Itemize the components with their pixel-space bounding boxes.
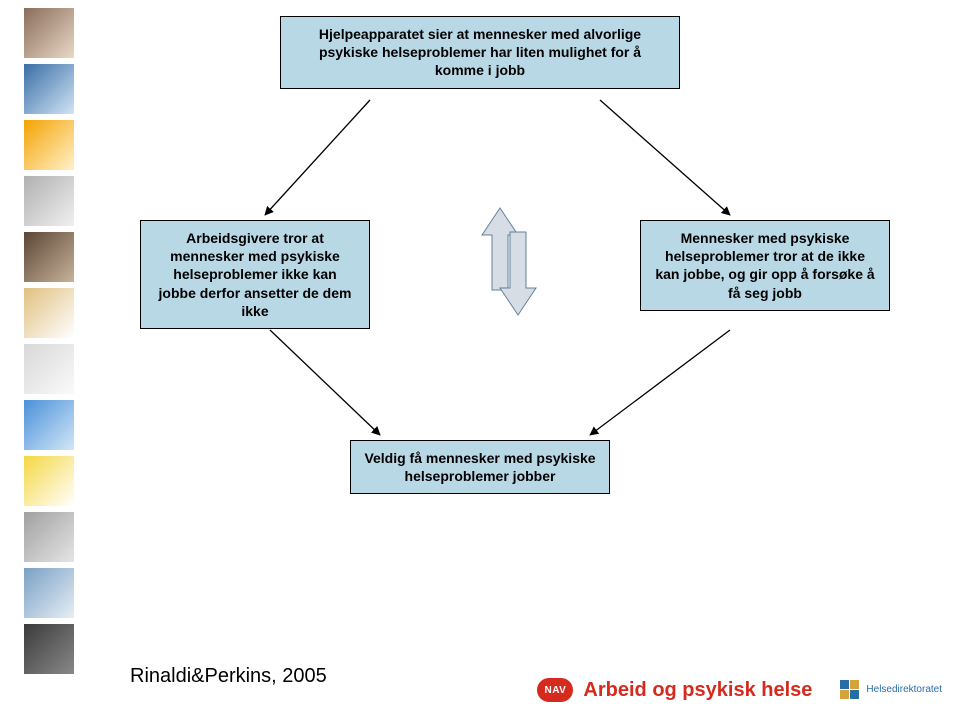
citation-text: Rinaldi&Perkins, 2005 <box>130 665 327 688</box>
nav-logo-icon: NAV <box>537 678 573 702</box>
hdir-logo: Helsedirektoratet <box>840 680 942 700</box>
double-arrow-icon <box>482 208 536 315</box>
box-left: Arbeidsgivere tror at mennesker med psyk… <box>140 220 370 329</box>
brand-text: Arbeid og psykisk helse <box>583 679 812 702</box>
thumb-7 <box>24 344 74 394</box>
slide: Hjelpeapparatet sier at mennesker med al… <box>0 0 960 720</box>
thumb-4 <box>24 176 74 226</box>
thumb-12 <box>24 624 74 674</box>
thumbnail-strip <box>24 8 74 680</box>
thumb-2 <box>24 64 74 114</box>
thumb-11 <box>24 568 74 618</box>
footer-logos: NAV Arbeid og psykisk helse Helsedirekto… <box>537 678 942 702</box>
box-top-text: Hjelpeapparatet sier at mennesker med al… <box>319 26 641 78</box>
hdir-logo-icon <box>840 680 860 700</box>
thumb-10 <box>24 512 74 562</box>
box-bottom: Veldig få mennesker med psykiske helsepr… <box>350 440 610 494</box>
thumb-6 <box>24 288 74 338</box>
thumb-5 <box>24 232 74 282</box>
thumb-1 <box>24 8 74 58</box>
box-top: Hjelpeapparatet sier at mennesker med al… <box>280 16 680 89</box>
hdir-label: Helsedirektoratet <box>866 685 942 695</box>
diagram-area: Hjelpeapparatet sier at mennesker med al… <box>100 0 960 640</box>
box-right: Mennesker med psykiske helseproblemer tr… <box>640 220 890 311</box>
box-bottom-text: Veldig få mennesker med psykiske helsepr… <box>364 450 595 484</box>
nav-logo-label: NAV <box>544 685 566 696</box>
thumb-3 <box>24 120 74 170</box>
thumb-9 <box>24 456 74 506</box>
box-left-text: Arbeidsgivere tror at mennesker med psyk… <box>159 230 352 319</box>
thumb-8 <box>24 400 74 450</box>
box-right-text: Mennesker med psykiske helseproblemer tr… <box>655 230 874 301</box>
